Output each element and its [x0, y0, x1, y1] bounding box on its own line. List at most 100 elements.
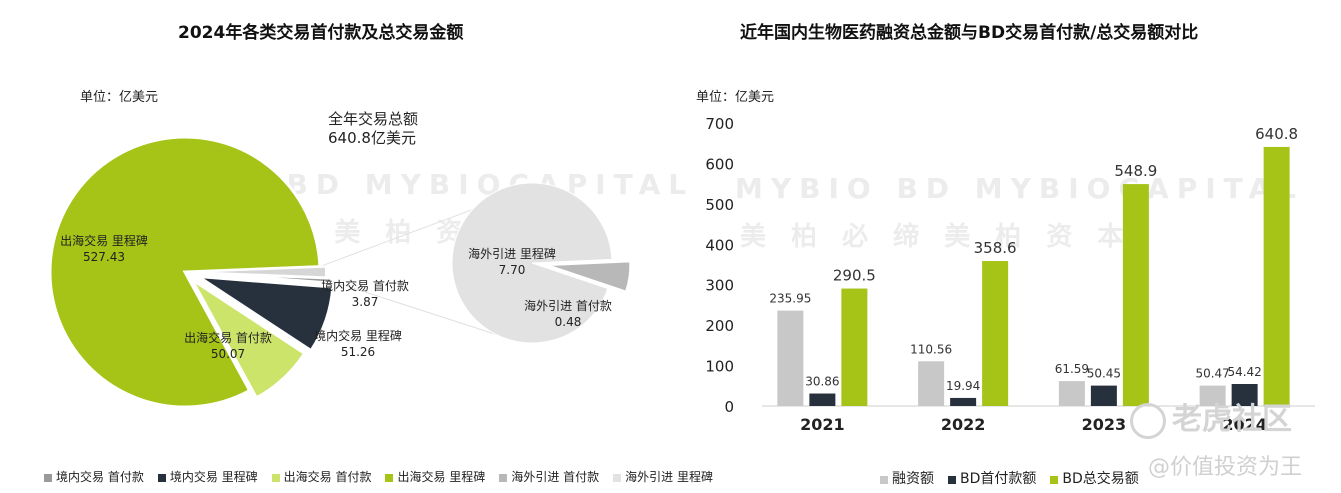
bar-0-0 — [777, 310, 804, 406]
pie-legend-text-2: 出海交易 首付款 — [283, 470, 372, 484]
y-tick-label-1: 100 — [705, 358, 734, 376]
pie-slice-1 — [197, 275, 335, 353]
y-tick-label-2: 200 — [705, 317, 734, 335]
total-label-line1: 全年交易总额 — [328, 110, 419, 128]
pie-value-1: 51.26 — [341, 345, 375, 359]
bar-1-0 — [809, 393, 836, 406]
bar-legend-item-2: BD总交易额 — [1050, 468, 1139, 488]
right-chart-title: 近年国内生物医药融资总金额与BD交易首付款/总交易额对比 — [740, 23, 1199, 43]
secondary-label-0: 海外引进 里程碑 — [468, 246, 556, 261]
pie-legend-text-3: 出海交易 里程碑 — [397, 470, 486, 484]
bar-0-2 — [1058, 381, 1085, 406]
x-tick-label-3: 2024 — [1222, 415, 1267, 434]
pie-legend-swatch-4 — [499, 473, 508, 482]
pie-legend: 境内交易 首付款 境内交易 里程碑 出海交易 首付款 出海交易 里程碑 海外引进 首付款… — [44, 468, 713, 485]
bar-legend-swatch-0 — [880, 475, 888, 484]
y-tick-label-3: 300 — [705, 277, 734, 295]
watermark-right-en: MYBIO BD MYBIOCAPITAL — [735, 172, 1305, 205]
bar-legend-swatch-1 — [948, 475, 956, 484]
y-tick-label-7: 700 — [705, 115, 734, 133]
data-label-1-0: 30.86 — [805, 375, 839, 389]
secondary-label-1: 海外引进 首付款 — [524, 298, 612, 313]
secondary-slice-0 — [451, 182, 613, 344]
bar-1-3 — [1231, 383, 1258, 406]
data-label-2-3: 640.8 — [1255, 125, 1298, 143]
data-label-2-0: 290.5 — [833, 267, 876, 285]
bar-legend-text-2: BD总交易额 — [1062, 471, 1139, 487]
total-label: 全年交易总额 640.8亿美元 — [328, 110, 418, 148]
bar-1-2 — [1090, 385, 1117, 406]
bar-legend: 融资额 BD首付款额 BD总交易额 — [880, 468, 1139, 488]
bar-legend-item-1: BD首付款额 — [948, 468, 1036, 488]
x-tick-label-0: 2021 — [800, 415, 845, 434]
watermark-right-cn: 美 柏 必 缔 美 柏 资 本 — [740, 222, 1132, 252]
pie-label-1: 境内交易 里程碑 — [314, 328, 402, 343]
pie-legend-item-2: 出海交易 首付款 — [271, 468, 372, 485]
secondary-slice-1 — [549, 261, 631, 292]
pie-legend-swatch-1 — [157, 473, 166, 482]
secondary-value-1: 0.48 — [555, 315, 582, 329]
data-label-0-1: 110.56 — [910, 342, 952, 356]
data-label-2-1: 358.6 — [974, 239, 1017, 257]
data-label-2-2: 548.9 — [1114, 162, 1157, 180]
data-label-1-3: 54.42 — [1227, 365, 1261, 379]
pie-label-0: 境内交易 首付款 — [321, 278, 409, 293]
corner-handle: @价值投资为王 — [1148, 455, 1303, 480]
pie-legend-item-3: 出海交易 里程碑 — [385, 468, 485, 485]
pie-legend-item-1: 境内交易 里程碑 — [157, 468, 258, 485]
pie-label-2: 出海交易 首付款 — [184, 330, 272, 345]
pie-legend-item-0: 境内交易 首付款 — [44, 468, 144, 485]
bar-1-1 — [950, 397, 977, 406]
pie-legend-text-1: 境内交易 里程碑 — [169, 470, 258, 484]
bar-legend-item-0: 融资额 — [880, 468, 934, 488]
x-tick-label-2: 2023 — [1082, 415, 1127, 434]
pie-value-0: 3.87 — [352, 295, 379, 309]
bar-0-3 — [1199, 385, 1226, 406]
pie-label-3: 出海交易 里程碑 — [60, 233, 148, 248]
pie-slice-0 — [196, 271, 334, 285]
pie-slice-2 — [190, 278, 307, 400]
pie-slice-3 — [48, 135, 322, 409]
pie-legend-swatch-2 — [271, 473, 280, 482]
pie-legend-text-0: 境内交易 首付款 — [56, 470, 144, 484]
corner-logo-text: 老虎社区 — [1172, 402, 1292, 437]
pie-legend-swatch-5 — [613, 473, 622, 482]
left-chart-title: 2024年各类交易首付款及总交易金额 — [178, 23, 464, 43]
data-label-1-2: 50.45 — [1087, 367, 1121, 381]
bar-legend-text-1: BD首付款额 — [960, 471, 1037, 487]
pie-slice-inlicense — [190, 265, 327, 279]
pie-legend-swatch-0 — [44, 473, 52, 482]
pie-value-2: 50.07 — [211, 347, 245, 361]
pie-value-3: 527.43 — [83, 250, 125, 264]
right-chart-unit: 单位：亿美元 — [696, 90, 775, 105]
pie-legend-text-5: 海外引进 里程碑 — [625, 470, 713, 484]
corner-logo: 老虎社区 — [1130, 394, 1292, 439]
data-label-0-2: 61.59 — [1055, 362, 1089, 376]
x-tick-label-1: 2022 — [941, 415, 986, 434]
pie-legend-item-5: 海外引进 里程碑 — [613, 468, 713, 485]
y-tick-label-6: 600 — [705, 155, 734, 173]
bar-2-1 — [982, 261, 1009, 406]
y-tick-label-5: 500 — [705, 196, 734, 214]
pie-chart: 境内交易 首付款 3.87 境内交易 里程碑 51.26 出海交易 首付款 50.07 出海… — [48, 135, 631, 409]
data-label-0-3: 50.47 — [1195, 367, 1229, 381]
y-tick-label-4: 400 — [705, 236, 734, 254]
bar-2-2 — [1122, 184, 1149, 406]
secondary-value-0: 7.70 — [499, 263, 526, 277]
left-chart-unit: 单位：亿美元 — [80, 90, 159, 105]
pie-legend-item-4: 海外引进 首付款 — [499, 468, 599, 485]
bar-legend-text-0: 融资额 — [892, 471, 934, 487]
bar-2-0 — [841, 288, 868, 406]
bar-2-3 — [1263, 146, 1290, 406]
bar-legend-swatch-2 — [1050, 475, 1059, 484]
y-tick-label-0: 0 — [724, 398, 734, 416]
total-label-line2: 640.8亿美元 — [328, 129, 416, 147]
data-label-1-1: 19.94 — [946, 379, 980, 393]
tiger-logo-icon — [1130, 402, 1166, 439]
pie-legend-swatch-3 — [385, 473, 394, 482]
pie-legend-text-4: 海外引进 首付款 — [511, 470, 600, 484]
connector-bottom — [319, 276, 508, 339]
data-label-0-0: 235.95 — [769, 292, 811, 306]
